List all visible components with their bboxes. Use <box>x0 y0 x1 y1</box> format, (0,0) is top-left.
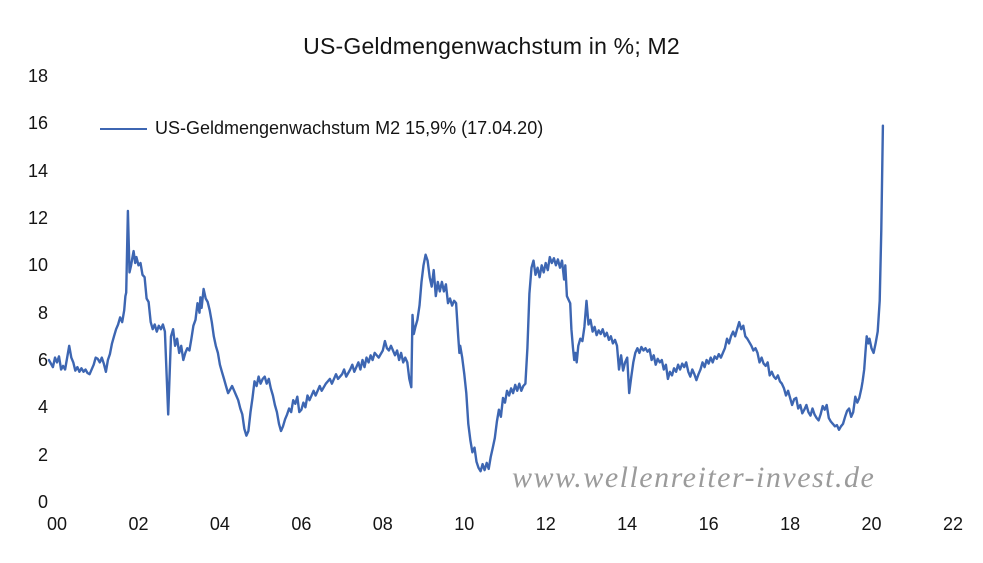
y-tick-label-10: 10 <box>27 255 48 276</box>
x-tick-label-02: 02 <box>128 514 149 534</box>
legend-line-sample-icon <box>100 127 147 130</box>
x-tick-label-20: 20 <box>861 514 882 534</box>
y-tick-label-0: 0 <box>37 492 48 512</box>
x-tick-label-22: 22 <box>942 514 964 534</box>
y-tick-label-16: 16 <box>27 113 48 134</box>
x-tick-label-00: 00 <box>46 514 68 534</box>
x-tick-label-14: 14 <box>617 514 638 534</box>
y-tick-label-6: 6 <box>37 350 48 370</box>
x-tick-label-16: 16 <box>698 514 719 534</box>
legend-series-label: US-Geldmengenwachstum M2 15,9% (17.04.20… <box>155 118 544 138</box>
legend: US-Geldmengenwachstum M2 15,9% (17.04.20… <box>100 118 543 139</box>
x-tick-label-10: 10 <box>454 514 475 534</box>
y-tick-label-8: 8 <box>37 302 48 323</box>
x-tick-label-04: 04 <box>209 514 230 534</box>
x-tick-label-08: 08 <box>372 514 393 534</box>
y-tick-label-12: 12 <box>27 208 48 228</box>
y-tick-label-4: 4 <box>37 397 48 418</box>
y-tick-label-18: 18 <box>27 66 48 86</box>
m2-growth-line <box>47 124 885 473</box>
y-tick-label-2: 2 <box>37 444 48 465</box>
watermark: www.wellenreiter-invest.de <box>512 461 876 494</box>
x-tick-label-18: 18 <box>780 514 801 534</box>
chart-title: US-Geldmengenwachstum in %; M2 <box>303 33 680 59</box>
y-tick-label-14: 14 <box>27 160 48 181</box>
x-tick-label-06: 06 <box>291 514 312 534</box>
x-tick-label-12: 12 <box>535 514 556 534</box>
